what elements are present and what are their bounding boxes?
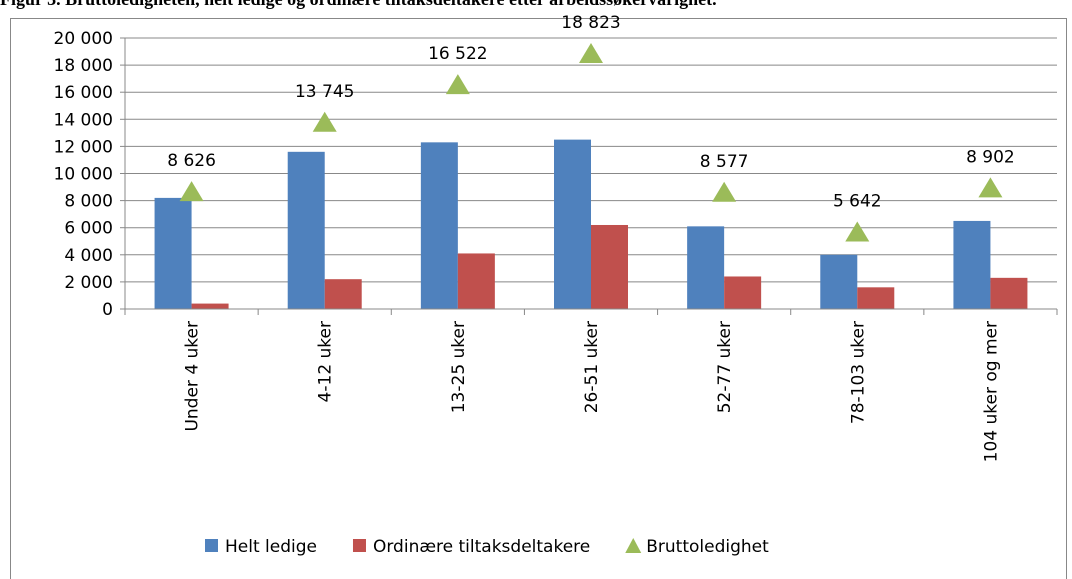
triangle-marker: [179, 181, 204, 202]
bar: [554, 139, 591, 309]
chart-title: Figur 3. Bruttoledigheten, helt ledige o…: [0, 0, 717, 9]
y-tick-label: 12 000: [54, 137, 113, 157]
y-tick-label: 2 000: [64, 273, 113, 293]
data-label: 8 626: [167, 151, 216, 171]
y-tick-label: 18 000: [54, 56, 113, 76]
bar: [990, 277, 1028, 309]
triangle-marker: [312, 111, 337, 132]
triangle-marker: [978, 177, 1003, 198]
x-tick-label: Under 4 uker: [183, 321, 203, 432]
bar: [724, 276, 762, 309]
y-tick-label: 14 000: [54, 110, 113, 130]
y-tick-label: 8 000: [64, 192, 113, 212]
data-label: 16 522: [428, 44, 487, 64]
x-tick-label: 13-25 uker: [449, 321, 469, 413]
legend-swatch: [352, 539, 366, 552]
triangle-marker: [712, 181, 737, 202]
bar: [857, 287, 895, 309]
legend-swatch: [625, 538, 642, 553]
data-label: 8 577: [700, 152, 749, 172]
y-tick-label: 4 000: [64, 246, 113, 266]
y-tick-label: 10 000: [54, 165, 113, 185]
triangle-marker: [579, 42, 603, 63]
legend-swatch: [205, 539, 218, 552]
legend-label: Bruttoledighet: [646, 537, 769, 557]
y-tick-label: 0: [102, 300, 113, 320]
x-tick-label: 104 uker og mer: [981, 321, 1001, 462]
triangle-marker: [445, 74, 470, 95]
y-tick-label: 16 000: [54, 83, 113, 103]
bar: [191, 303, 229, 309]
y-tick-label: 6 000: [64, 219, 113, 239]
data-label: 18 823: [561, 13, 620, 33]
y-tick-label: 20 000: [54, 29, 113, 49]
data-label: 8 902: [966, 147, 1015, 167]
bar: [154, 197, 192, 309]
bar: [287, 151, 325, 309]
bar: [687, 226, 725, 309]
triangle-marker: [845, 221, 870, 242]
data-label: 13 745: [295, 82, 354, 102]
bar: [324, 279, 362, 309]
x-tick-label: 4-12 uker: [316, 321, 336, 402]
legend-label: Ordinære tiltaksdeltakere: [373, 537, 590, 557]
bar: [457, 253, 495, 309]
bar: [591, 224, 628, 309]
bar: [420, 142, 458, 309]
bar: [820, 254, 858, 309]
bar: [953, 220, 991, 309]
x-tick-label: 26-51 uker: [582, 321, 602, 413]
x-tick-label: 52-77 uker: [715, 321, 735, 413]
x-tick-label: 78-103 uker: [848, 321, 868, 424]
data-label: 5 642: [833, 192, 882, 212]
legend-label: Helt ledige: [225, 537, 317, 557]
